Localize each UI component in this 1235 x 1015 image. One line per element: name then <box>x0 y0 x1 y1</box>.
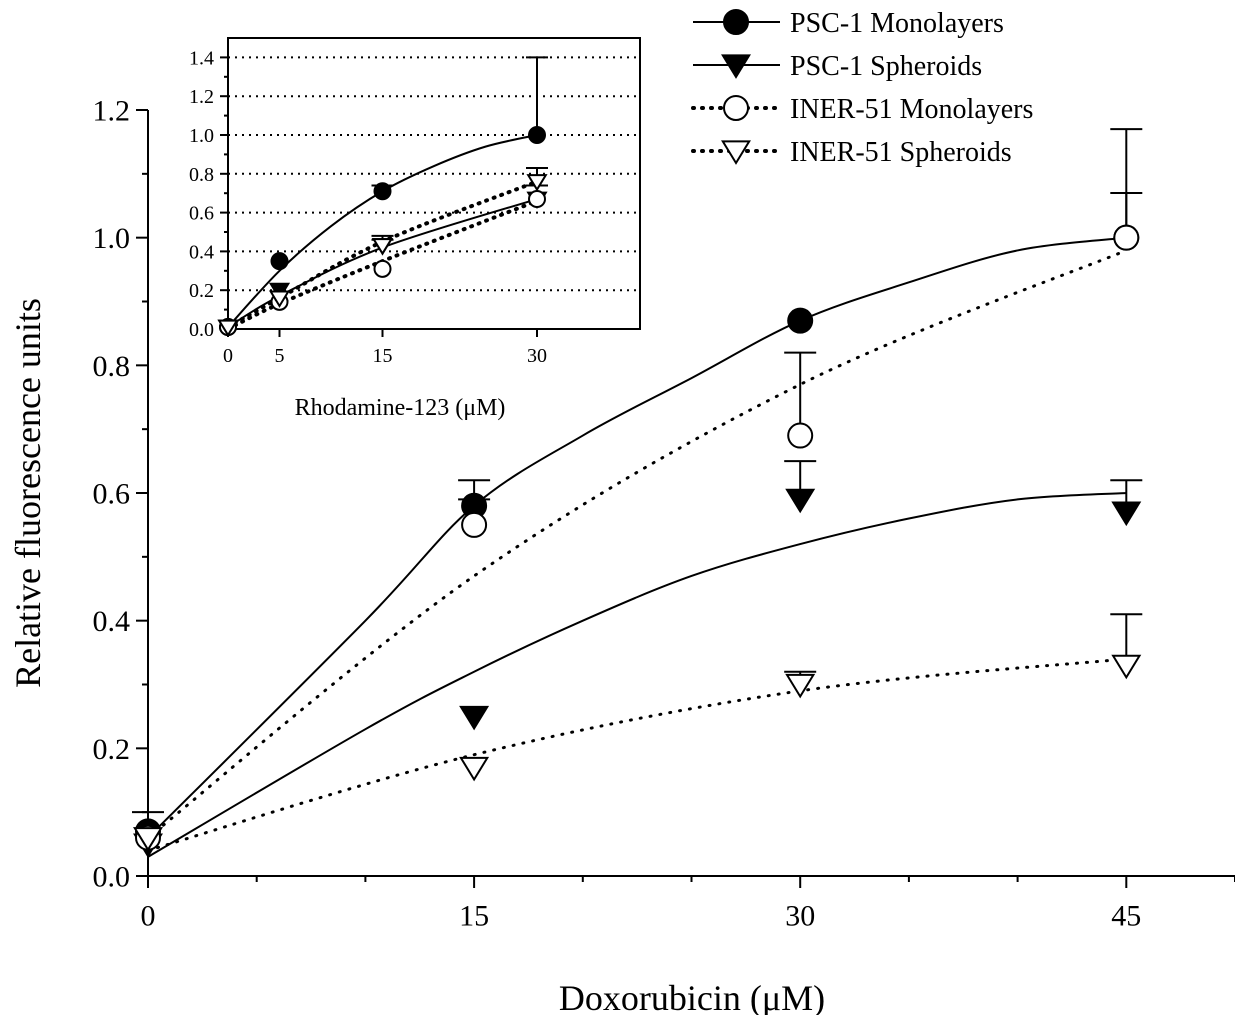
main-data-point <box>785 488 816 514</box>
main-fit-line-psc-1-monolayers <box>147 236 1127 839</box>
inset-data-point <box>373 259 392 278</box>
inset-data-point <box>373 182 392 201</box>
inset-x-axis-title: Rhodamine-123 (μM) <box>295 395 506 421</box>
legend-marker-psc-1-spheroids <box>721 54 751 79</box>
main-y-axis-title: Relative fluorescence units <box>8 298 48 688</box>
main-data-point <box>133 827 163 852</box>
inset-y-tick-label: 1.2 <box>189 86 214 108</box>
legend: PSC-1 Monolayers PSC-1 Spheroids INER-51 M… <box>691 8 1033 168</box>
main-x-axis-title: Doxorubicin (μM) <box>559 978 825 1015</box>
main-y-tick-label: 0.6 <box>93 478 131 511</box>
main-y-tick-label: 0.4 <box>93 605 131 638</box>
main-data-point <box>787 422 814 449</box>
inset-x-tick-label: 30 <box>527 345 547 367</box>
main-series-psc-1-spheroids <box>133 460 1143 859</box>
inset-data-point <box>217 319 239 337</box>
inset-frame <box>227 37 641 330</box>
main-data-point <box>1111 654 1142 680</box>
main-data-point <box>1113 224 1140 251</box>
main-y-tick-label: 1.2 <box>93 95 131 128</box>
inset-x-tick-label: 0 <box>223 345 233 367</box>
main-data-point <box>785 673 816 699</box>
inset-data-point <box>528 190 546 209</box>
inset-y-tick-label: 1.4 <box>189 47 214 69</box>
main-fit-line-iner-51-spheroids <box>146 657 1128 852</box>
main-data-point <box>1111 501 1142 527</box>
inset-x-tick-label: 5 <box>275 345 285 367</box>
main-y-tick-label: 0.0 <box>93 861 131 894</box>
main-y-tick-label: 0.8 <box>93 350 131 383</box>
main-data-point <box>461 511 488 538</box>
legend-item-iner-51-spheroids: INER-51 Spheroids <box>691 137 1012 168</box>
inset-data-point <box>526 174 548 192</box>
main-plot-area: 0.0 0.2 0.4 0.6 0.8 1.0 1.2 0 15 30 45 Doxorubicin … <box>8 95 1235 1015</box>
legend-marker-psc-1-monolayers <box>723 9 749 35</box>
main-data-point <box>787 307 814 334</box>
legend-marker-iner-51-monolayers <box>723 95 749 121</box>
main-y-tick-label: 0.2 <box>93 733 131 766</box>
main-data-point <box>459 705 490 731</box>
inset-fit-line-iner-51-spheroids <box>226 179 539 330</box>
inset-y-tick-label: 1.0 <box>189 125 214 147</box>
main-y-tick-label: 1.0 <box>93 222 131 255</box>
inset-series-psc-1-monolayers <box>219 56 548 337</box>
main-x-tick-label: 0 <box>141 900 156 933</box>
inset-data-point <box>371 238 394 256</box>
inset-y-tick-label: 0.8 <box>189 164 214 186</box>
legend-item-psc-1-spheroids: PSC-1 Spheroids <box>693 51 982 82</box>
main-x-tick-label: 45 <box>1111 900 1141 933</box>
main-fit-line-iner-51-monolayers <box>146 248 1128 840</box>
main-x-tick-label: 30 <box>785 900 815 933</box>
legend-item-psc-1-monolayers: PSC-1 Monolayers <box>693 8 1004 39</box>
legend-label-psc-1-monolayers: PSC-1 Monolayers <box>790 8 1004 39</box>
inset-fit-line-iner-51-monolayers <box>226 198 539 331</box>
legend-label-psc-1-spheroids: PSC-1 Spheroids <box>790 51 982 82</box>
inset-data-point <box>268 290 291 308</box>
legend-marker-iner-51-spheroids <box>721 140 751 165</box>
inset-data-point <box>270 252 289 271</box>
inset-y-tick-label: 0.0 <box>189 319 214 341</box>
inset-data-point <box>528 126 546 144</box>
legend-label-iner-51-monolayers: INER-51 Monolayers <box>790 94 1033 125</box>
main-x-tick-label: 15 <box>459 900 489 933</box>
inset-y-tick-label: 0.2 <box>189 280 214 302</box>
main-data-point <box>459 756 490 782</box>
inset-y-tick-label: 0.4 <box>189 241 214 263</box>
inset-x-tick-label: 15 <box>373 345 393 367</box>
inset-series-iner-51-spheroids <box>217 166 548 337</box>
main-fit-line-psc-1-spheroids <box>147 492 1127 858</box>
inset-y-tick-label: 0.6 <box>189 203 214 225</box>
legend-label-iner-51-spheroids: INER-51 Spheroids <box>790 137 1012 168</box>
inset-plot-area: 0.0 0.2 0.4 0.6 0.8 1.0 1.2 1.4 0 5 15 30 Rhodamine-… <box>189 37 641 421</box>
legend-item-iner-51-monolayers: INER-51 Monolayers <box>691 94 1033 125</box>
main-series-iner-51-spheroids <box>133 613 1143 852</box>
